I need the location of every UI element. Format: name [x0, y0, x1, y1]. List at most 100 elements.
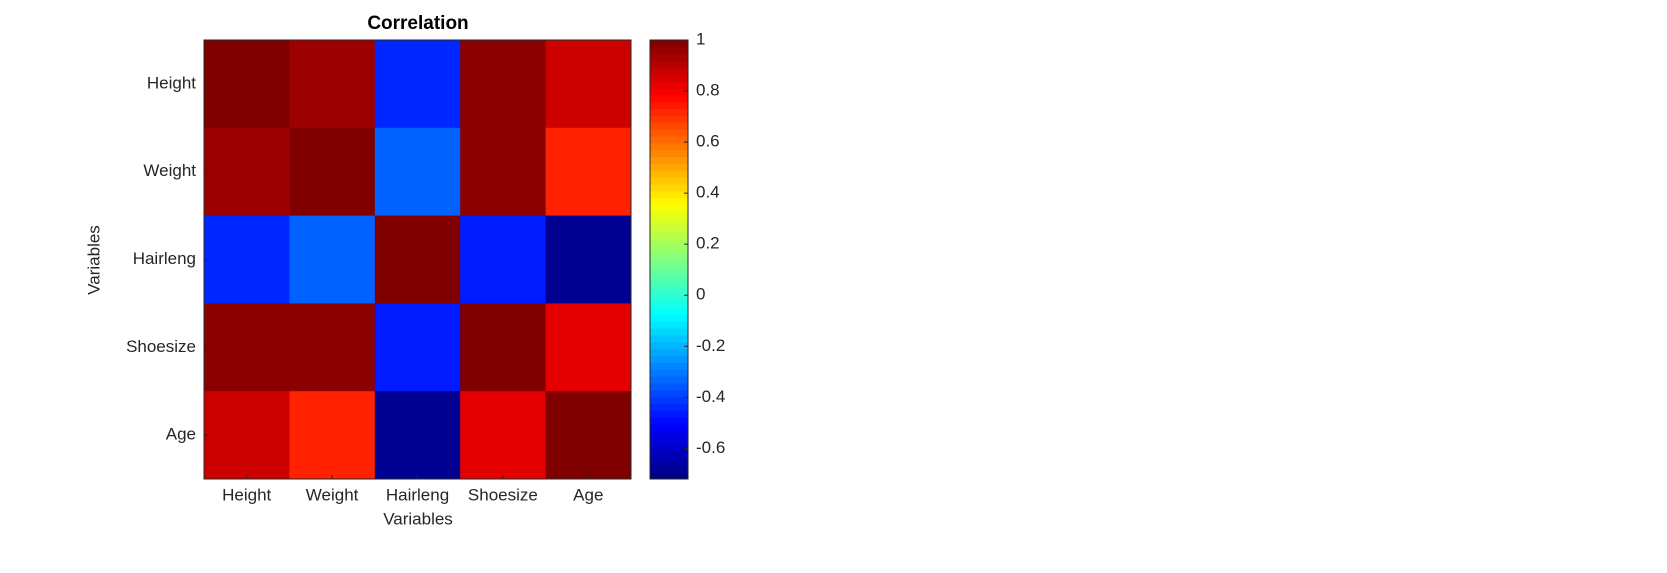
heatmap-cell: [204, 215, 290, 304]
colorbar-swatch: [650, 362, 688, 370]
colorbar-swatch: [650, 389, 688, 398]
colorbar-swatch: [650, 382, 688, 391]
colorbar-swatch: [650, 197, 688, 206]
colorbar-swatch: [650, 245, 688, 254]
colorbar-swatch: [650, 410, 688, 418]
colorbar-swatch: [650, 218, 688, 226]
colorbar-swatch: [650, 129, 688, 137]
heatmap-cell: [204, 391, 290, 480]
colorbar-swatch: [650, 417, 688, 425]
heatmap-cell: [374, 127, 461, 217]
colorbar-swatch: [650, 293, 688, 302]
colorbar-swatch: [650, 149, 688, 158]
colorbar-swatch: [650, 458, 688, 466]
heatmap-cell: [289, 215, 376, 304]
colorbar-swatch: [650, 424, 688, 432]
colorbar-swatch: [650, 122, 688, 130]
colorbar-swatch: [650, 451, 688, 459]
chart-title: Correlation: [367, 13, 468, 34]
colorbar-swatch: [650, 53, 688, 62]
colorbar-tick-label: 0.2: [696, 234, 720, 253]
heatmap-cell: [460, 127, 547, 217]
colorbar-tick-label: -0.4: [696, 387, 725, 406]
colorbar-swatch: [650, 184, 688, 192]
colorbar-swatch: [650, 163, 688, 171]
colorbar-swatch: [650, 108, 688, 116]
y-tick-label: Hairleng: [133, 249, 196, 268]
heatmap-cell: [545, 40, 632, 129]
colorbar-swatch: [650, 465, 688, 473]
colorbar-swatch: [650, 286, 688, 295]
colorbar-swatch: [650, 115, 688, 123]
colorbar-swatch: [650, 259, 688, 267]
x-tick-label: Hairleng: [386, 485, 449, 504]
colorbar-swatch: [650, 88, 688, 96]
colorbar-swatch: [650, 94, 688, 103]
colorbar-swatch: [650, 266, 688, 274]
colorbar-swatch: [650, 300, 688, 309]
colorbar-swatch: [650, 60, 688, 68]
colorbar-swatch: [650, 142, 688, 151]
colorbar-swatch: [650, 136, 688, 144]
colorbar-swatch: [650, 430, 688, 439]
colorbar-tick-label: 0.8: [696, 81, 720, 100]
colorbar-swatch: [650, 204, 688, 212]
colorbar-swatch: [650, 273, 688, 281]
colorbar-swatch: [650, 67, 688, 75]
colorbar-swatch: [650, 101, 688, 110]
colorbar-tick-label: 0.4: [696, 183, 720, 202]
colorbar-swatch: [650, 348, 688, 357]
y-tick-label: Height: [147, 73, 196, 92]
heatmap-cell: [289, 303, 376, 392]
colorbar-swatch: [650, 177, 688, 185]
colorbar-tick-label: -0.6: [696, 438, 725, 457]
colorbar-tick-label: -0.2: [696, 336, 725, 355]
heatmap-cell: [374, 215, 461, 304]
x-axis-label: Variables: [383, 509, 453, 528]
colorbar-tick-label: 0.6: [696, 132, 720, 151]
colorbar-swatch: [650, 355, 688, 363]
colorbar-swatch: [650, 314, 688, 322]
heatmap-cell: [460, 391, 547, 480]
heatmap-cell: [374, 40, 461, 129]
colorbar-frame: [649, 39, 689, 480]
heatmap-cell: [374, 391, 461, 480]
colorbar-swatch: [650, 321, 688, 329]
colorbar-swatch: [650, 190, 688, 199]
heatmap-cell: [545, 127, 632, 217]
colorbar-swatch: [650, 74, 688, 82]
colorbar-swatch: [650, 280, 688, 288]
colorbar-swatch: [650, 369, 688, 377]
colorbar-swatch: [650, 225, 688, 233]
colorbar-swatch: [650, 232, 688, 240]
heatmap-cell: [374, 303, 461, 392]
colorbar-swatch: [650, 238, 688, 247]
colorbar-tick-label: 0: [696, 285, 705, 304]
colorbar-swatch: [650, 376, 688, 384]
colorbar-swatch: [650, 341, 688, 350]
heatmap-cell: [204, 40, 290, 129]
colorbar-swatch: [650, 81, 688, 89]
colorbar-swatch: [650, 40, 688, 48]
x-tick-label: Height: [222, 485, 271, 504]
heatmap-cell: [460, 215, 547, 304]
heatmap-cell: [545, 303, 632, 392]
y-tick-label: Shoesize: [126, 337, 196, 356]
heatmap-cell: [204, 127, 290, 217]
heatmap-cell: [460, 303, 547, 392]
colorbar-swatch: [650, 437, 688, 446]
colorbar-swatch: [650, 328, 688, 336]
colorbar-swatch: [650, 211, 688, 219]
heatmap-cell: [289, 391, 376, 480]
colorbar-swatch: [650, 46, 688, 55]
colorbar-swatch: [650, 156, 688, 164]
heatmap-cell: [289, 127, 376, 217]
colorbar-swatch: [650, 444, 688, 453]
y-tick-label: Weight: [143, 161, 196, 180]
heatmap-cell: [204, 303, 290, 392]
heatmap-cell: [545, 391, 632, 480]
heatmap-cell: [545, 215, 632, 304]
colorbar-swatch: [650, 472, 688, 480]
